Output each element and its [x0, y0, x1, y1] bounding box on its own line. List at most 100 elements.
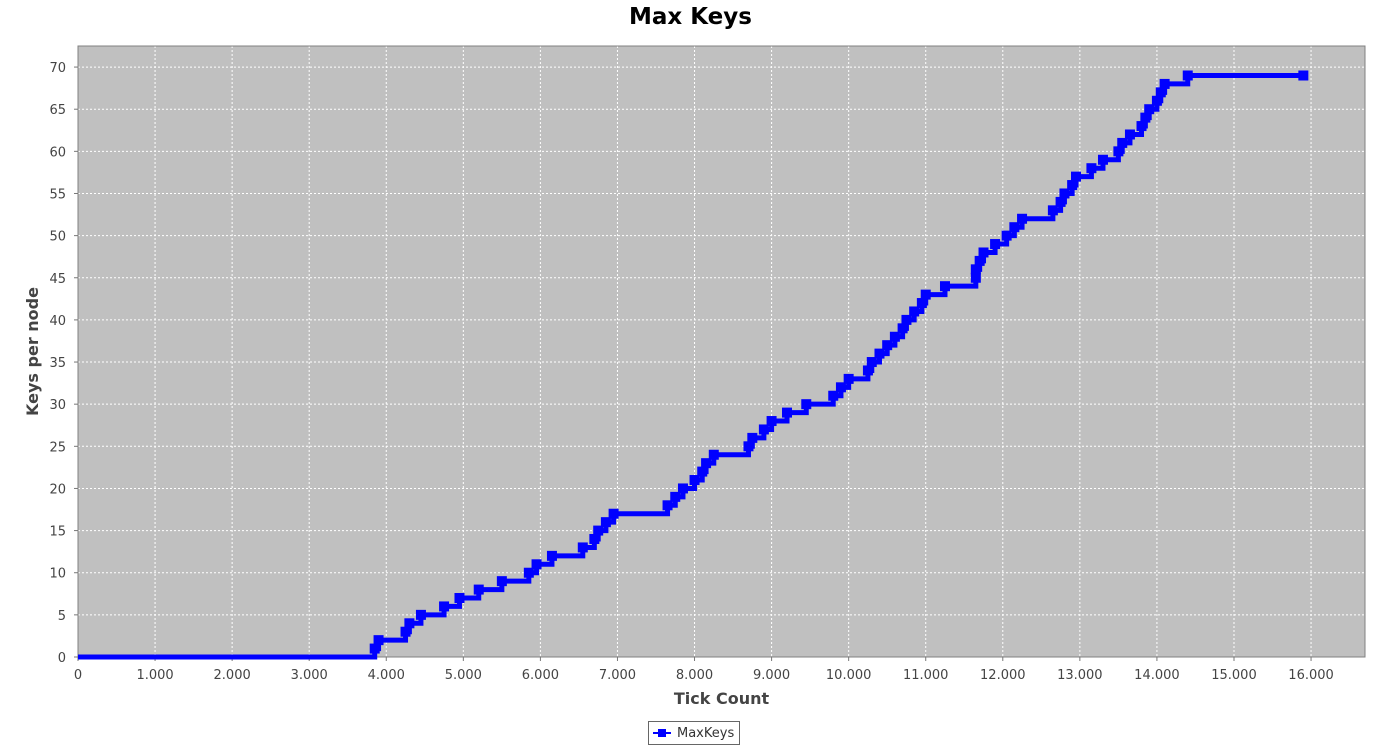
- x-tick-label: 5.000: [445, 668, 482, 683]
- data-point: [843, 373, 854, 384]
- data-point: [835, 382, 846, 393]
- x-tick-label: 1.000: [136, 668, 173, 683]
- x-tick-label: 6.000: [522, 668, 559, 683]
- data-point: [920, 289, 931, 300]
- data-point: [496, 576, 507, 587]
- x-tick-label: 14.000: [1134, 668, 1180, 683]
- y-tick-label: 70: [49, 61, 66, 76]
- data-point: [1017, 213, 1028, 224]
- x-tick-label: 10.000: [826, 668, 872, 683]
- data-point: [415, 609, 426, 620]
- y-tick-label: 10: [49, 567, 66, 582]
- data-point: [1067, 180, 1078, 191]
- data-point: [743, 441, 754, 452]
- x-tick-label: 3.000: [291, 668, 328, 683]
- x-tick-label: 0: [74, 668, 82, 683]
- data-point: [404, 618, 415, 629]
- data-point: [866, 357, 877, 368]
- data-point: [758, 424, 769, 435]
- data-point: [373, 635, 384, 646]
- legend-label: MaxKeys: [677, 725, 735, 741]
- data-point: [677, 483, 688, 494]
- data-point: [916, 298, 927, 309]
- data-point: [1086, 163, 1097, 174]
- data-point: [747, 432, 758, 443]
- data-point: [882, 340, 893, 351]
- x-tick-label: 15.000: [1211, 668, 1257, 683]
- data-point: [939, 281, 950, 292]
- data-point: [546, 550, 557, 561]
- data-point: [608, 508, 619, 519]
- data-point: [577, 542, 588, 553]
- x-tick-label: 9.000: [753, 668, 790, 683]
- legend-marker: [658, 729, 666, 737]
- data-point: [990, 239, 1001, 250]
- data-point: [593, 525, 604, 536]
- x-tick-label: 8.000: [676, 668, 713, 683]
- x-axis-ticks: 0 1.000 2.000 3.000 4.000 5.000 6.000 7.000 8.00…: [74, 657, 1334, 683]
- y-axis-ticks: 0 5 10 15 20 25 30 35 40 45 50 55 60 65 70: [49, 61, 78, 666]
- x-tick-label: 4.000: [368, 668, 405, 683]
- data-point: [1155, 87, 1166, 98]
- data-point: [662, 500, 673, 511]
- data-point: [1071, 171, 1082, 182]
- data-point: [473, 584, 484, 595]
- data-point: [782, 407, 793, 418]
- data-point: [1140, 112, 1151, 123]
- x-axis-label: Tick Count: [674, 689, 770, 708]
- x-tick-label: 12.000: [980, 668, 1026, 683]
- data-point: [708, 449, 719, 460]
- data-point: [589, 534, 600, 545]
- data-point: [1001, 230, 1012, 241]
- data-point: [701, 458, 712, 469]
- x-tick-label: 2.000: [214, 668, 251, 683]
- data-point: [1124, 129, 1135, 140]
- y-tick-label: 30: [49, 398, 66, 413]
- chart-title: Max Keys: [629, 4, 752, 30]
- data-point: [1097, 154, 1108, 165]
- data-point: [970, 264, 981, 275]
- data-point: [862, 365, 873, 376]
- data-point: [369, 643, 380, 654]
- data-point: [670, 491, 681, 502]
- series-layer: [78, 70, 1309, 660]
- data-point: [689, 475, 700, 486]
- data-point: [897, 323, 908, 334]
- data-point: [1059, 188, 1070, 199]
- plot-border: [77, 45, 1366, 658]
- data-point: [828, 390, 839, 401]
- y-tick-label: 45: [49, 272, 66, 287]
- data-point: [454, 593, 465, 604]
- y-tick-label: 25: [49, 440, 66, 455]
- data-point: [889, 331, 900, 342]
- data-point: [801, 399, 812, 410]
- data-point: [1182, 70, 1193, 81]
- data-point: [1136, 121, 1147, 132]
- data-point: [974, 255, 985, 266]
- y-tick-label: 5: [58, 609, 66, 624]
- x-tick-label: 16.000: [1288, 668, 1334, 683]
- data-point: [1055, 196, 1066, 207]
- y-tick-label: 60: [49, 145, 66, 160]
- data-point: [1113, 146, 1124, 157]
- data-point: [531, 559, 542, 570]
- data-point: [523, 567, 534, 578]
- plot-area: [78, 46, 1365, 657]
- y-tick-label: 15: [49, 525, 66, 540]
- y-tick-label: 40: [49, 314, 66, 329]
- data-point: [1144, 104, 1155, 115]
- data-point: [697, 466, 708, 477]
- data-point: [439, 601, 450, 612]
- x-tick-label: 13.000: [1057, 668, 1103, 683]
- y-tick-label: 35: [49, 356, 66, 371]
- y-tick-label: 0: [58, 651, 66, 666]
- data-point: [1151, 95, 1162, 106]
- data-point: [1117, 137, 1128, 148]
- y-tick-label: 55: [49, 187, 66, 202]
- data-point: [909, 306, 920, 317]
- data-point: [600, 517, 611, 528]
- data-point: [970, 272, 981, 283]
- data-point: [1009, 222, 1020, 233]
- x-tick-label: 7.000: [599, 668, 636, 683]
